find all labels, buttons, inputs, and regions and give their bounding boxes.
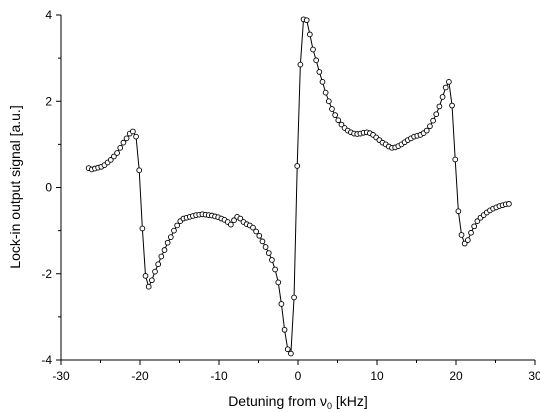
data-point [253,228,259,235]
data-point [310,46,316,53]
y-tick-label: -2 [41,267,52,281]
data-point [319,78,326,85]
data-point [439,94,446,100]
data-point [423,127,430,134]
data-point [433,111,440,118]
data-point [313,57,320,64]
data-point [430,117,436,124]
data-point [145,283,152,290]
data-point [322,89,329,96]
data-point [158,253,165,260]
data-point [262,244,269,250]
x-tick-label: 0 [295,369,302,383]
y-tick-label: 4 [45,8,52,22]
series-markers [85,16,512,357]
plot-frame [60,15,535,361]
data-point [275,279,282,286]
data-point [133,133,139,140]
series-line [88,18,509,355]
data-point [284,346,291,353]
data-point [123,135,130,142]
data-point [427,123,433,130]
data-point [155,261,162,268]
data-point [338,121,345,128]
data-point [436,103,443,110]
x-axis-title: Detuning from ν0 [kHz] [228,393,368,411]
y-tick-label: 2 [45,94,52,108]
data-point [452,156,459,163]
data-point [458,232,465,238]
data-point [474,218,481,224]
y-ticks: -4 -2 0 2 4 [41,8,61,367]
x-tick-label: -20 [131,369,149,383]
x-tick-label: 30 [528,369,540,383]
data-point [465,237,471,243]
y-tick-label: 0 [45,181,52,195]
data-point [307,31,313,38]
data-point [256,232,263,239]
data-point [449,102,455,109]
y-tick-label: -4 [41,353,52,367]
data-point [142,273,149,279]
data-point [152,268,158,275]
data-point [136,167,143,174]
data-point [468,229,474,236]
data-point [139,225,146,232]
data-point [455,208,462,215]
data-point [335,117,342,124]
data-point [281,326,288,333]
data-point [149,277,155,284]
data-point [237,215,244,222]
data-point [269,257,275,263]
data-point [231,217,237,224]
data-point [471,223,478,230]
data-point [107,157,114,163]
data-point [297,61,304,68]
data-point [171,227,177,234]
data-point [303,17,310,24]
data-point [161,247,168,253]
data-point [294,163,301,169]
data-point [446,78,452,85]
data-point [164,239,171,246]
data-point [325,98,332,105]
x-tick-label: -10 [210,369,228,383]
data-point [288,350,294,357]
data-point [442,84,449,91]
data-point [329,106,335,112]
data-point [272,266,278,273]
x-ticks: -30 -20 -10 0 10 20 30 [52,360,540,383]
data-point [316,69,323,75]
data-point [332,112,338,118]
data-point [228,221,234,228]
data-point [278,301,285,307]
data-point [120,139,127,146]
data-point [461,240,468,247]
data-point [291,294,297,301]
data-point [117,144,124,151]
data-point [111,153,117,160]
data-point [259,238,266,245]
x-tick-label: 10 [370,369,384,383]
data-point [265,250,272,256]
data-point [506,201,512,207]
x-tick-label: 20 [449,369,463,383]
data-point [130,128,136,135]
data-point [174,222,180,229]
data-point [167,234,174,240]
data-point [114,150,120,156]
data-point [250,224,256,231]
y-axis-title: Lock-in output signal [a.u.] [7,105,23,268]
x-tick-label: -30 [52,369,70,383]
